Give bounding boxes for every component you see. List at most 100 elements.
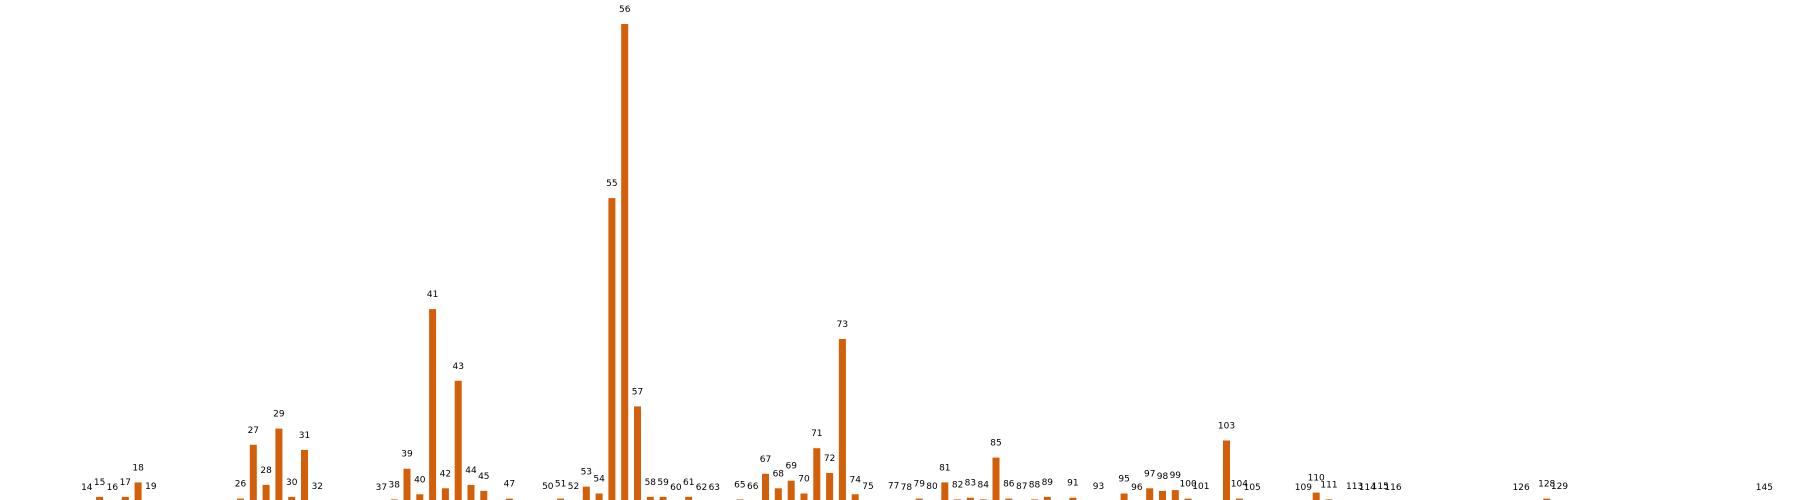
bar-31	[301, 449, 308, 500]
bar-label-56: 56	[619, 5, 631, 15]
bar-59	[659, 496, 667, 500]
bar-label-42: 42	[440, 469, 451, 479]
bar-label-84: 84	[977, 480, 989, 490]
bar-44	[467, 484, 475, 500]
bar-label-71: 71	[811, 429, 822, 439]
bar-label-82: 82	[952, 480, 963, 490]
bar-43	[454, 380, 462, 500]
bar-label-28: 28	[260, 466, 272, 476]
bar-47	[505, 498, 513, 500]
bar-70	[800, 493, 808, 500]
bar-label-65: 65	[734, 480, 745, 490]
bar-label-67: 67	[760, 455, 771, 465]
bar-label-111: 111	[1320, 480, 1337, 490]
bar-label-17: 17	[120, 478, 131, 488]
bar-110	[1312, 492, 1320, 500]
bar-40	[416, 494, 424, 500]
bar-54	[595, 493, 603, 500]
bar-86	[1005, 498, 1013, 500]
bar-label-80: 80	[926, 482, 938, 492]
bar-label-32: 32	[312, 482, 323, 492]
bar-53	[582, 486, 590, 500]
bar-58	[646, 496, 654, 500]
bar-label-88: 88	[1029, 480, 1041, 490]
bar-67	[762, 473, 769, 500]
bar-label-101: 101	[1192, 482, 1209, 492]
bar-label-115: 115	[1372, 482, 1389, 492]
bar-55	[608, 198, 616, 500]
bar-label-29: 29	[273, 410, 285, 420]
bar-label-93: 93	[1093, 482, 1104, 492]
bar-26	[237, 498, 244, 500]
bar-label-81: 81	[939, 463, 950, 473]
bar-15	[96, 496, 104, 500]
bar-label-75: 75	[862, 482, 873, 492]
bar-104	[1235, 498, 1243, 500]
bar-128	[1543, 498, 1551, 500]
bar-label-69: 69	[785, 462, 797, 472]
bar-label-58: 58	[645, 478, 657, 488]
bar-68	[774, 488, 782, 500]
bar-label-89: 89	[1042, 478, 1054, 488]
bar-label-70: 70	[798, 475, 810, 485]
bar-label-128: 128	[1538, 480, 1555, 490]
bar-label-114: 114	[1359, 483, 1376, 493]
bar-label-27: 27	[248, 426, 259, 436]
bar-57	[634, 406, 641, 500]
bar-label-19: 19	[145, 482, 157, 492]
bar-51	[557, 498, 565, 500]
bar-73	[838, 339, 846, 500]
bar-label-77: 77	[888, 481, 899, 491]
bar-label-96: 96	[1131, 483, 1143, 493]
bar-17	[121, 496, 129, 500]
bar-label-126: 126	[1513, 483, 1530, 493]
bar-61	[685, 496, 693, 500]
bar-label-60: 60	[670, 483, 682, 493]
bar-label-105: 105	[1244, 483, 1261, 493]
bar-91	[1069, 497, 1077, 500]
bar-69	[787, 480, 795, 500]
bar-label-74: 74	[849, 475, 861, 485]
bar-label-54: 54	[593, 475, 605, 485]
bar-103	[1223, 440, 1230, 500]
bar-74	[851, 494, 859, 500]
bar-56	[621, 24, 629, 500]
bar-label-100: 100	[1180, 480, 1197, 490]
bar-label-39: 39	[401, 450, 413, 460]
bar-30	[288, 496, 296, 500]
bar-81	[941, 482, 949, 500]
bar-39	[403, 468, 411, 500]
bar-45	[480, 490, 488, 500]
bar-label-85: 85	[990, 439, 1001, 449]
bar-label-129: 129	[1551, 482, 1568, 492]
bar-label-104: 104	[1231, 480, 1248, 490]
bar-79	[915, 498, 923, 500]
bar-label-98: 98	[1157, 472, 1169, 482]
bar-42	[441, 488, 449, 500]
bar-label-95: 95	[1118, 475, 1129, 485]
bar-71	[813, 448, 821, 500]
bar-99	[1171, 490, 1179, 500]
bar-label-47: 47	[504, 480, 515, 490]
bar-label-99: 99	[1170, 471, 1182, 481]
bar-label-66: 66	[747, 482, 759, 492]
bar-label-26: 26	[235, 480, 247, 490]
bar-28	[262, 484, 270, 500]
bar-label-37: 37	[376, 483, 387, 493]
bar-85	[992, 457, 1000, 500]
bar-label-55: 55	[606, 179, 617, 189]
bar-label-103: 103	[1218, 422, 1235, 432]
bar-29	[275, 428, 283, 500]
bar-83	[966, 497, 974, 500]
bar-label-30: 30	[286, 478, 298, 488]
bar-label-87: 87	[1016, 482, 1027, 492]
bar-label-109: 109	[1295, 483, 1312, 493]
bar-label-52: 52	[568, 482, 579, 492]
bar-label-57: 57	[632, 387, 643, 397]
bar-95	[1120, 493, 1128, 500]
bars-group	[96, 24, 1551, 500]
bar-label-45: 45	[478, 472, 489, 482]
bar-label-31: 31	[299, 431, 310, 441]
